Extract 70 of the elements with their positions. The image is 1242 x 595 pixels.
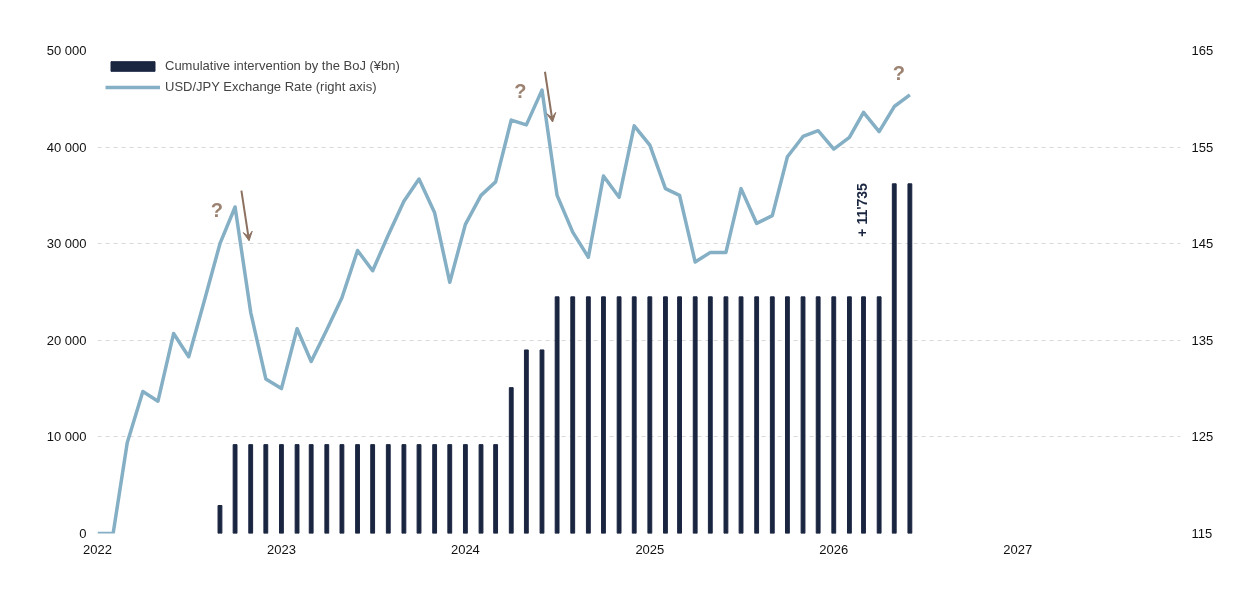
y-tick-label: 50 000 bbox=[46, 43, 87, 58]
annotation: + 11'735 bbox=[854, 182, 871, 237]
y-tick-label: 10 000 bbox=[46, 429, 87, 445]
y-tick-label: 0 bbox=[79, 526, 87, 541]
bar bbox=[554, 296, 560, 534]
bar bbox=[339, 444, 345, 534]
bar bbox=[601, 296, 606, 534]
bar bbox=[493, 444, 499, 534]
y2-tick-label: 115 bbox=[1191, 526, 1213, 541]
bar bbox=[692, 296, 698, 534]
bar bbox=[754, 296, 760, 534]
legend-label: USD/JPY Exchange Rate (right axis) bbox=[165, 79, 377, 94]
bar bbox=[876, 296, 882, 534]
bar bbox=[585, 296, 591, 534]
bar bbox=[723, 296, 729, 534]
bar bbox=[785, 296, 790, 534]
bar bbox=[478, 444, 484, 534]
bar bbox=[232, 444, 238, 534]
bar bbox=[846, 296, 852, 534]
x-tick-label: 2024 bbox=[450, 541, 480, 557]
bar bbox=[447, 444, 453, 534]
bar bbox=[891, 183, 897, 534]
bar bbox=[769, 296, 775, 534]
bar bbox=[401, 444, 407, 534]
bar bbox=[308, 444, 314, 534]
bar bbox=[570, 296, 576, 534]
legend-label: Cumulative intervention by the BoJ (¥bn) bbox=[165, 58, 400, 73]
bar bbox=[508, 387, 514, 534]
y-tick-label: 20 000 bbox=[46, 332, 87, 348]
y-tick-label: 40 000 bbox=[46, 139, 87, 155]
annotation: ? bbox=[210, 198, 224, 221]
bar bbox=[861, 296, 866, 534]
bar bbox=[324, 444, 330, 534]
y2-tick-label: 155 bbox=[1191, 139, 1214, 155]
bar bbox=[370, 444, 376, 534]
bar bbox=[539, 349, 545, 534]
x-tick-label: 2022 bbox=[83, 541, 112, 557]
x-tick-label: 2023 bbox=[266, 541, 296, 557]
bar bbox=[631, 296, 637, 534]
bar bbox=[263, 444, 269, 534]
bar bbox=[523, 349, 529, 534]
bar bbox=[616, 296, 622, 534]
annotation: ? bbox=[514, 80, 527, 103]
bar bbox=[279, 444, 284, 534]
x-tick-label: 2025 bbox=[635, 541, 665, 557]
bar bbox=[248, 444, 254, 534]
x-tick-label: 2026 bbox=[819, 541, 849, 557]
bar bbox=[800, 296, 806, 534]
bar bbox=[831, 296, 837, 534]
bar bbox=[815, 296, 821, 534]
bar bbox=[416, 444, 422, 534]
bar bbox=[355, 444, 360, 534]
bar bbox=[647, 296, 653, 534]
bar bbox=[677, 296, 682, 534]
y-tick-label: 30 000 bbox=[46, 236, 87, 252]
bar bbox=[217, 504, 223, 534]
bar bbox=[385, 444, 391, 534]
y2-tick-label: 125 bbox=[1191, 429, 1214, 445]
bar bbox=[907, 183, 913, 534]
annotation: ? bbox=[892, 61, 905, 84]
y2-tick-label: 165 bbox=[1191, 43, 1214, 58]
bar bbox=[663, 296, 668, 534]
bar bbox=[462, 444, 468, 534]
y2-tick-label: 135 bbox=[1191, 332, 1214, 348]
bar bbox=[738, 296, 744, 534]
bar bbox=[707, 296, 713, 534]
y2-tick-label: 145 bbox=[1191, 236, 1214, 252]
bar bbox=[294, 444, 300, 534]
x-tick-label: 2027 bbox=[1003, 541, 1033, 557]
bar bbox=[432, 444, 438, 534]
